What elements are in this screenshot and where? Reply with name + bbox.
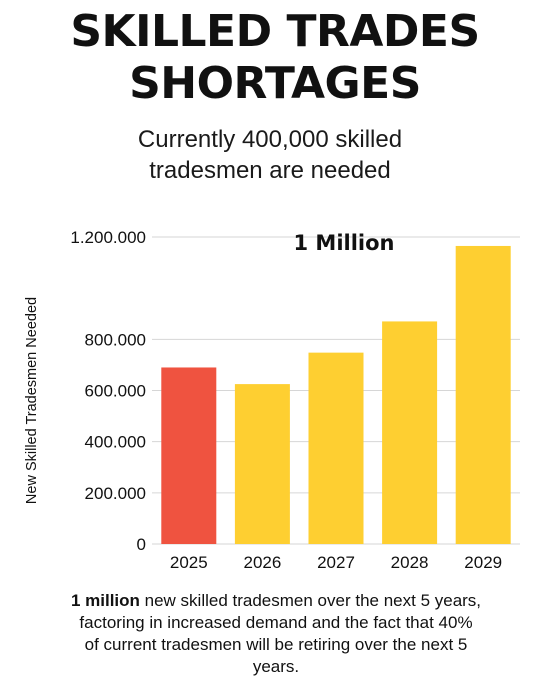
x-tick-label-3: 2028 <box>391 553 429 572</box>
caption-line-1: 1 million new skilled tradesmen over the… <box>14 590 538 612</box>
y-tick-label-1: 200.000 <box>85 484 146 503</box>
y-tick-label-2: 400.000 <box>85 433 146 452</box>
subtitle: Currently 400,000 skilled tradesmen are … <box>60 124 480 186</box>
bar-2027 <box>308 352 364 544</box>
x-tick-label-2: 2027 <box>317 553 355 572</box>
title-line-1: SKILLED TRADES <box>70 6 480 57</box>
caption-line-3: of current tradesmen will be retiring ov… <box>84 635 468 654</box>
bar-2025 <box>161 367 217 544</box>
bar-chart: 0 200.000 400.000 600.000 800.000 1.200.000 Ne… <box>24 228 520 572</box>
y-tick-label-3: 600.000 <box>85 382 146 401</box>
y-tick-label-0: 0 <box>137 535 146 554</box>
y-axis-title: New Skilled Tradesmen Needed <box>24 297 40 504</box>
x-tick-label-0: 2025 <box>170 553 208 572</box>
caption-bold: 1 million <box>70 591 140 610</box>
caption-line-4: years. <box>252 657 300 676</box>
subtitle-line-2: tradesmen are needed <box>149 157 391 184</box>
title-line-2: SHORTAGES <box>129 58 421 109</box>
bar-2026 <box>234 384 290 544</box>
page-title: SKILLED TRADES SHORTAGES <box>0 6 550 110</box>
x-tick-label-1: 2026 <box>243 553 281 572</box>
bar-2028 <box>382 321 438 544</box>
subtitle-line-1: Currently 400,000 skilled <box>137 126 403 153</box>
caption: 1 million new skilled tradesmen over the… <box>14 590 538 678</box>
annotation-label: 1 Million <box>294 231 395 255</box>
y-tick-label-5: 1.200.000 <box>70 228 146 247</box>
caption-line-1-rest: new skilled tradesmen over the next 5 ye… <box>139 591 482 610</box>
bar-2029 <box>455 245 511 544</box>
x-tick-label-4: 2029 <box>464 553 502 572</box>
caption-line-2: factoring in increased demand and the fa… <box>79 613 473 632</box>
y-tick-label-4: 800.000 <box>85 330 146 349</box>
